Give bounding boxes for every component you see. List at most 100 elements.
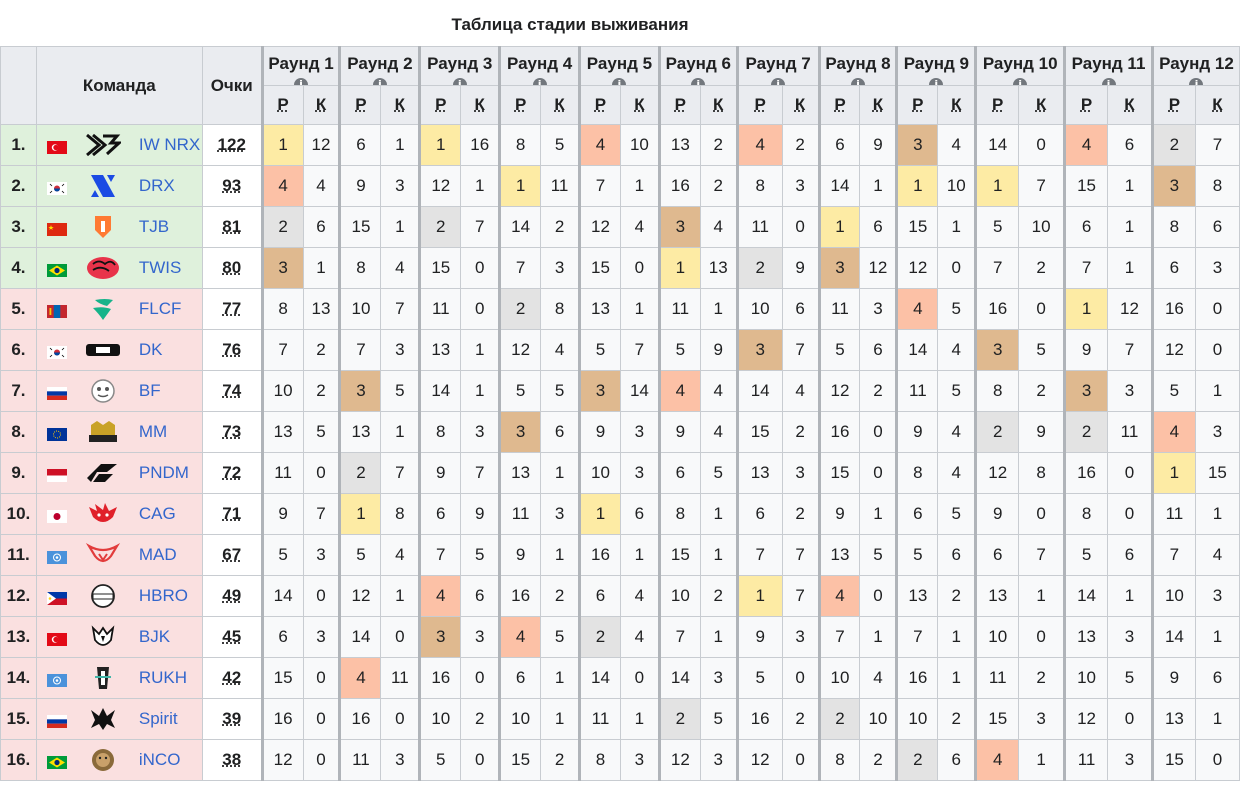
- info-icon[interactable]: i: [1189, 78, 1204, 85]
- info-icon[interactable]: i: [294, 78, 309, 85]
- flag-un-icon: [46, 549, 67, 564]
- team-name-link[interactable]: MM: [138, 422, 168, 441]
- round-9-place: 4: [895, 288, 939, 330]
- team-name-link[interactable]: BF: [138, 381, 161, 400]
- info-icon[interactable]: i: [929, 78, 944, 85]
- info-icon[interactable]: i: [1101, 78, 1116, 85]
- kills-header: К: [1107, 85, 1153, 125]
- round-5-kills: 4: [619, 616, 660, 658]
- team-name-link[interactable]: HBRO: [138, 586, 188, 605]
- round-11-kills: 0: [1107, 452, 1153, 494]
- info-icon[interactable]: i: [850, 78, 865, 85]
- round-6-place: 5: [657, 329, 701, 371]
- round-9-kills: 5: [937, 370, 977, 412]
- team-cell: CAG: [35, 493, 203, 535]
- team-rank: 6.: [0, 329, 37, 371]
- table-row: 12. HBRO 49 14 0 12 1 4 6 16 2 6 4 10 2 1 7 4 0 13 2 13 1 14 1 10…: [0, 575, 1240, 617]
- round-3-kills: 3: [460, 411, 501, 453]
- round-header-label: Раунд 12: [1159, 54, 1234, 73]
- round-12-kills: 6: [1194, 206, 1240, 248]
- round-3-place: 4: [418, 575, 462, 617]
- round-1-place: 13: [260, 411, 304, 453]
- round-12-kills: 3: [1194, 247, 1240, 289]
- round-4-kills: 11: [540, 165, 581, 207]
- team-name-link[interactable]: iNCO: [138, 750, 181, 769]
- team-rank: 5.: [0, 288, 37, 330]
- round-11-kills: 3: [1107, 616, 1153, 658]
- round-8-place: 8: [817, 739, 861, 781]
- round-header-2: Раунд 2 i: [338, 46, 421, 86]
- team-points: 45: [201, 616, 263, 658]
- round-5-kills: 4: [619, 206, 660, 248]
- team-cell: MM: [35, 411, 203, 453]
- round-4-kills: 1: [540, 657, 581, 699]
- round-6-kills: 2: [699, 575, 738, 617]
- team-name-link[interactable]: FLCF: [138, 299, 182, 318]
- round-8-place: 15: [817, 452, 861, 494]
- place-header: Р: [657, 85, 701, 125]
- flag-ru-icon: [46, 713, 67, 728]
- round-10-place: 2: [974, 411, 1020, 453]
- flag-id-icon: [46, 467, 67, 482]
- team-name-link[interactable]: IW NRX: [138, 135, 201, 154]
- team-name-link[interactable]: TWIS: [138, 258, 182, 277]
- round-12-kills: 8: [1194, 165, 1240, 207]
- kills-header: К: [781, 85, 820, 125]
- round-5-kills: 7: [619, 329, 660, 371]
- team-name-link[interactable]: DRX: [138, 176, 175, 195]
- round-header-5: Раунд 5 i: [578, 46, 660, 86]
- place-header: Р: [260, 85, 304, 125]
- team-name-link[interactable]: DK: [138, 340, 163, 359]
- team-name-link[interactable]: MAD: [138, 545, 177, 564]
- info-icon[interactable]: i: [532, 78, 547, 85]
- round-6-place: 7: [657, 616, 701, 658]
- round-header-label: Раунд 8: [825, 54, 891, 73]
- flag-mn-icon: [46, 303, 67, 318]
- round-6-place: 1: [657, 247, 701, 289]
- round-12-place: 7: [1150, 534, 1196, 576]
- team-points: 42: [201, 657, 263, 699]
- info-icon[interactable]: i: [612, 78, 627, 85]
- place-header: Р: [578, 85, 621, 125]
- team-cell: TWIS: [35, 247, 203, 289]
- round-3-kills: 16: [460, 124, 501, 166]
- round-12-place: 9: [1150, 657, 1196, 699]
- round-6-place: 11: [657, 288, 701, 330]
- round-2-kills: 1: [380, 124, 421, 166]
- round-9-place: 7: [895, 616, 939, 658]
- round-4-kills: 3: [540, 247, 581, 289]
- team-name-link[interactable]: TJB: [138, 217, 170, 236]
- round-2-place: 3: [338, 370, 382, 412]
- round-12-kills: 4: [1194, 534, 1240, 576]
- team-cell: Spirit: [35, 698, 203, 740]
- info-icon[interactable]: i: [1013, 78, 1028, 85]
- round-10-place: 13: [974, 575, 1020, 617]
- team-name-link[interactable]: RUKH: [138, 668, 188, 687]
- info-icon[interactable]: i: [771, 78, 786, 85]
- round-9-place: 5: [895, 534, 939, 576]
- round-2-place: 4: [338, 657, 382, 699]
- round-12-place: 14: [1150, 616, 1196, 658]
- team-name-link[interactable]: CAG: [138, 504, 176, 523]
- kills-header: К: [540, 85, 581, 125]
- round-11-kills: 1: [1107, 206, 1153, 248]
- team-name-link[interactable]: BJK: [138, 627, 171, 646]
- round-8-kills: 10: [859, 698, 898, 740]
- round-4-place: 16: [498, 575, 542, 617]
- round-header-label: Раунд 2: [347, 54, 413, 73]
- round-10-place: 16: [974, 288, 1020, 330]
- info-icon[interactable]: i: [691, 78, 706, 85]
- round-3-place: 2: [418, 206, 462, 248]
- round-2-place: 13: [338, 411, 382, 453]
- info-icon[interactable]: i: [372, 78, 387, 85]
- round-7-place: 8: [735, 165, 783, 207]
- table-row: 14. RUKH 42 15 0 4 11 16 0 6 1 14 0 14 3 5 0 10 4 16 1 11 2 10 5…: [0, 657, 1240, 699]
- info-icon[interactable]: i: [452, 78, 467, 85]
- kills-header: К: [619, 85, 660, 125]
- round-3-place: 7: [418, 534, 462, 576]
- place-header: Р: [1063, 85, 1109, 125]
- team-name-link[interactable]: Spirit: [138, 709, 178, 728]
- team-name-link[interactable]: PNDM: [138, 463, 189, 482]
- team-cell: DK: [35, 329, 203, 371]
- round-10-place: 12: [974, 452, 1020, 494]
